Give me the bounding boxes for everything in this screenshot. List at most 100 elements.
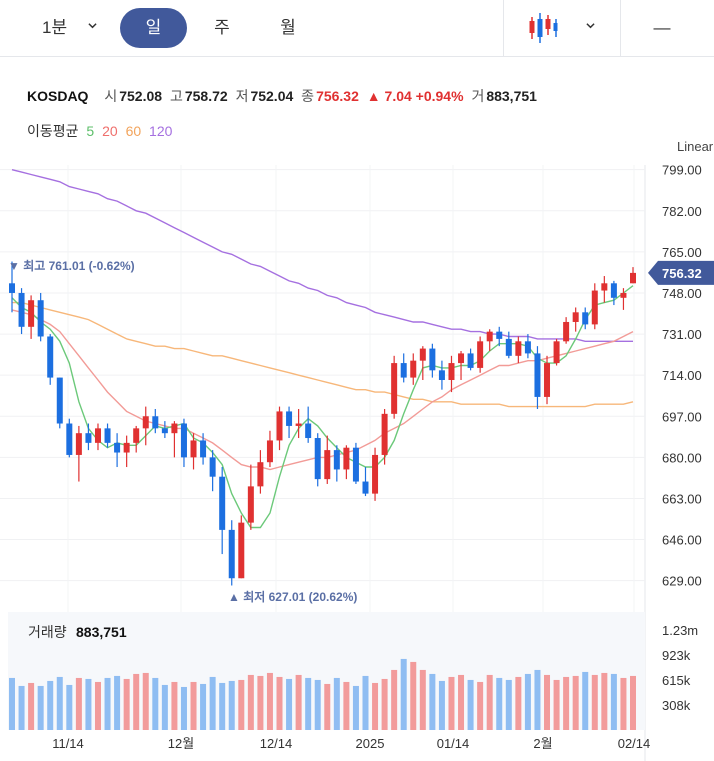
volume-bar: [343, 681, 350, 730]
y-tick-label: 646.00: [662, 533, 702, 548]
volume-bar: [56, 676, 63, 730]
candle-body: [142, 416, 149, 429]
x-tick-label: 11/14: [52, 736, 84, 751]
volume-bar: [152, 677, 159, 730]
candle-body: [9, 283, 15, 293]
ma-120-line: [11, 169, 633, 342]
chevron-down-icon: [88, 23, 97, 29]
candle-body: [56, 377, 63, 424]
volume-bar: [266, 672, 273, 730]
volume-bar: [247, 674, 254, 730]
candle-body: [171, 423, 178, 434]
volume-bar: [534, 669, 541, 730]
volume-bar: [171, 681, 178, 730]
candle-body: [582, 312, 589, 325]
x-tick-label: 2025: [356, 736, 385, 751]
volume-bar: [333, 677, 340, 730]
x-tick-label: 02/14: [618, 736, 651, 751]
quote-summary: KOSDAQ 시 752.08 고 758.72 저 752.04 종 756.32 ▲…: [27, 86, 537, 106]
volume-panel-label: 거래량: [28, 624, 67, 640]
volume-bar: [448, 676, 455, 730]
volume-bar: [630, 675, 636, 730]
ma-60-label: 60: [125, 123, 142, 139]
volume-tick-label: 308k: [662, 698, 691, 713]
volume-bar: [467, 679, 474, 730]
min-price-annotation: ▲ 최저 627.01 (20.62%): [228, 589, 357, 604]
y-tick-label: 714.00: [662, 368, 702, 383]
last-price-tag: [648, 260, 714, 285]
candle-body: [37, 300, 44, 337]
volume-bar: [438, 680, 445, 730]
chart-type-dropdown[interactable]: [520, 8, 610, 48]
volume-bar: [161, 684, 168, 730]
tab-week[interactable]: 주: [214, 18, 230, 37]
volume-bar: [486, 674, 493, 730]
high-label: 고: [169, 88, 183, 104]
volume-bar: [219, 682, 226, 730]
candle-body: [496, 331, 503, 339]
candle-body: [228, 529, 235, 579]
candle-body: [343, 447, 350, 470]
ma-60-line: [12, 301, 634, 408]
volume-bar: [400, 658, 407, 730]
volume-bar: [180, 686, 187, 730]
candle-body: [286, 411, 293, 426]
candlestick-icon: [529, 13, 558, 43]
moving-average-legend[interactable]: 이동평균 5 20 60 120: [27, 121, 176, 141]
volume-bar: [37, 685, 44, 730]
volume-bar: [458, 674, 465, 730]
candle-body: [362, 481, 369, 494]
open-value: 752.08: [119, 88, 163, 104]
volume-bar: [286, 678, 293, 730]
volume-bar: [28, 682, 35, 730]
volume-tick-label: 615k: [662, 673, 691, 688]
volume-value: 883,751: [486, 88, 537, 104]
close-value: 756.32: [316, 88, 359, 104]
y-tick-label: 731.00: [662, 327, 702, 342]
candle-body: [18, 292, 25, 327]
volume-bar: [515, 676, 522, 730]
last-price-label: 756.32: [662, 266, 702, 281]
volume-bar: [391, 669, 398, 730]
volume-bar: [553, 679, 560, 730]
open-label: 시: [104, 88, 118, 104]
candle-body: [372, 454, 379, 494]
volume-bar: [276, 676, 283, 730]
candle-body: [429, 348, 436, 371]
candle-body: [448, 363, 455, 380]
volume-bar: [610, 673, 617, 730]
volume-bar: [524, 673, 531, 730]
tab-day[interactable]: 일: [120, 8, 187, 48]
ma-20-label: 20: [102, 123, 118, 139]
candle-body: [458, 353, 465, 364]
interval-dropdown[interactable]: 1분: [20, 8, 110, 48]
volume-bar: [544, 674, 551, 730]
candle-body: [123, 442, 130, 453]
minimize-button[interactable]: —: [653, 18, 671, 37]
volume-bar: [352, 685, 359, 730]
candle-body: [400, 363, 407, 378]
y-tick-label: 799.00: [662, 163, 702, 178]
change-percent: +0.94%: [415, 88, 464, 104]
volume-bar: [324, 683, 331, 730]
candle-body: [553, 341, 560, 364]
candle-body: [467, 353, 474, 368]
volume-bar: [133, 673, 140, 730]
candle-body: [200, 440, 207, 458]
volume-bar: [372, 682, 379, 730]
scale-mode-toggle[interactable]: Linear: [677, 139, 714, 154]
symbol-name: KOSDAQ: [27, 88, 89, 104]
candle-body: [66, 423, 73, 455]
volume-bar: [104, 677, 111, 730]
tab-month[interactable]: 월: [280, 18, 296, 37]
candle-body: [534, 353, 541, 397]
chart-toolbar: 1분 일 주 월 —: [0, 0, 714, 57]
candle-body: [610, 283, 617, 298]
y-tick-label: 765.00: [662, 245, 702, 260]
candle-body: [305, 423, 312, 439]
volume-tick-label: 1.23m: [662, 623, 698, 638]
candle-body: [486, 331, 493, 342]
candle-body: [114, 442, 121, 453]
ma-20-line: [11, 309, 634, 471]
